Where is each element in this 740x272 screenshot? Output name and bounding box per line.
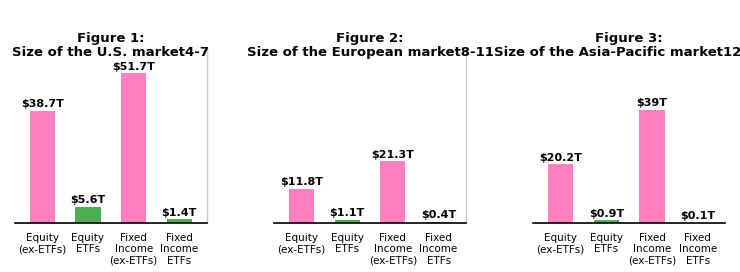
Bar: [380, 161, 406, 223]
Bar: [426, 222, 451, 223]
Text: Figure 1:: Figure 1:: [77, 32, 144, 45]
Bar: [30, 111, 55, 223]
Bar: [639, 110, 665, 223]
Text: $51.7T: $51.7T: [112, 61, 155, 72]
Text: $39T: $39T: [636, 98, 667, 109]
Bar: [75, 207, 101, 223]
Text: Figure 2:: Figure 2:: [336, 32, 404, 45]
Text: $0.4T: $0.4T: [421, 211, 456, 220]
Text: $11.8T: $11.8T: [280, 177, 323, 187]
Text: $0.1T: $0.1T: [680, 211, 716, 221]
Text: $21.3T: $21.3T: [371, 150, 414, 160]
Bar: [166, 219, 192, 223]
Text: Size of the Asia-Pacific market12-15: Size of the Asia-Pacific market12-15: [494, 47, 740, 59]
Bar: [289, 189, 314, 223]
Bar: [121, 73, 147, 223]
Bar: [548, 165, 574, 223]
Text: Size of the U.S. market4-7: Size of the U.S. market4-7: [13, 47, 209, 59]
Text: $5.6T: $5.6T: [70, 195, 106, 205]
Bar: [593, 220, 619, 223]
Text: $0.9T: $0.9T: [589, 209, 624, 219]
Text: Figure 3:: Figure 3:: [596, 32, 663, 45]
Text: $1.1T: $1.1T: [329, 208, 365, 218]
Text: $38.7T: $38.7T: [21, 99, 64, 109]
Text: $1.4T: $1.4T: [161, 208, 197, 218]
Text: $20.2T: $20.2T: [539, 153, 582, 163]
Text: Size of the European market8-11: Size of the European market8-11: [246, 47, 494, 59]
Bar: [334, 220, 360, 223]
